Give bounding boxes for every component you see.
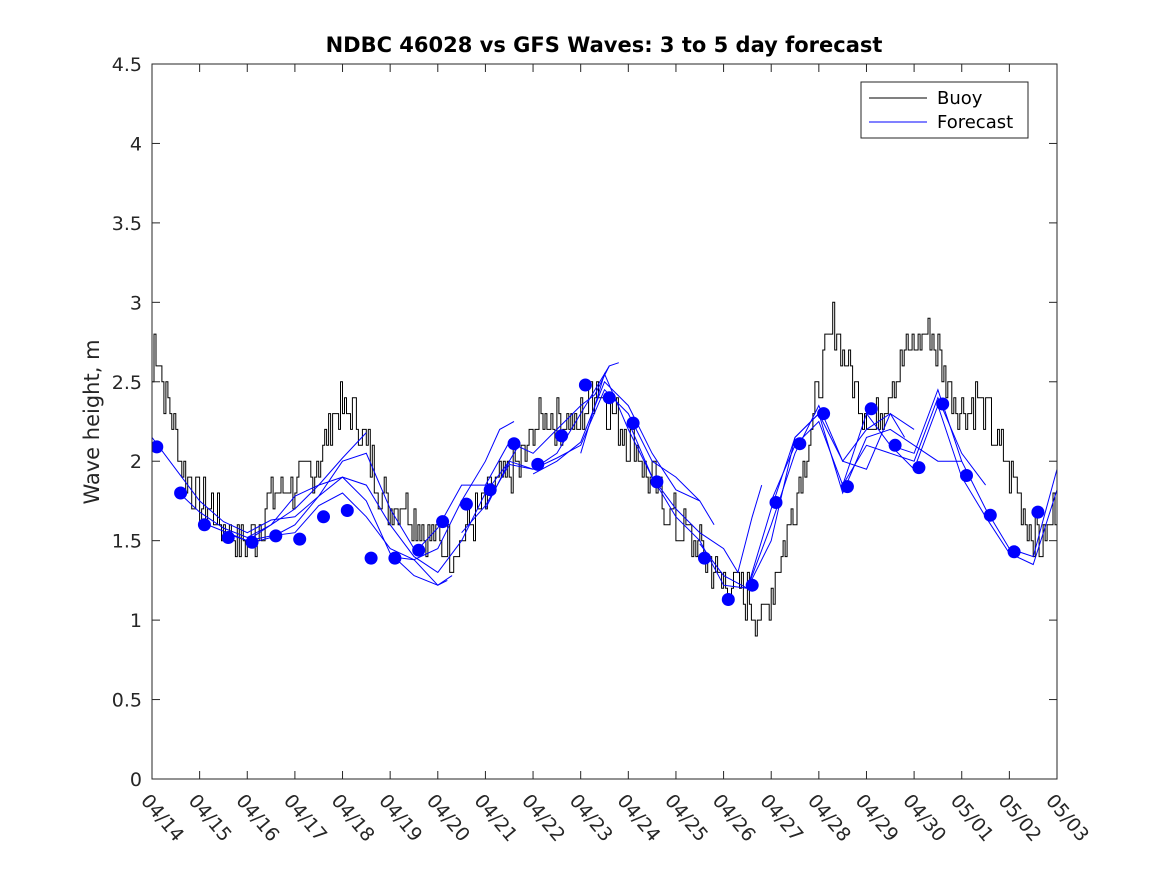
legend-box [860, 81, 1029, 139]
forecast-marker [174, 486, 188, 500]
chart-title: NDBC 46028 vs GFS Waves: 3 to 5 day fore… [326, 33, 883, 57]
x-tick-label: 05/01 [946, 790, 998, 846]
x-tick-label: 04/20 [422, 790, 474, 846]
legend: Buoy Forecast [860, 81, 1029, 139]
legend-buoy-label: Buoy [937, 88, 983, 109]
y-axis: 0 0.5 1 1.5 2 2.5 3 3.5 4 4.5 [112, 54, 1057, 791]
forecast-marker [412, 543, 426, 557]
forecast-marker [745, 578, 759, 592]
forecast-series-line-12 [699, 404, 915, 590]
y-axis-label: Wave height, m [80, 339, 104, 504]
forecast-series-line-15 [842, 388, 1057, 558]
forecast-series-line-0 [152, 437, 415, 549]
x-tick-label: 04/19 [374, 790, 426, 846]
forecast-marker [269, 529, 283, 543]
forecast-marker [960, 469, 973, 482]
forecast-marker [364, 551, 378, 565]
forecast-marker [864, 402, 878, 416]
x-tick-label: 05/03 [1041, 790, 1093, 846]
x-tick-label: 04/26 [708, 790, 760, 846]
x-tick-label: 04/17 [279, 790, 331, 846]
forecast-marker [793, 437, 807, 451]
y-tick-label: 0.5 [112, 690, 142, 712]
forecast-marker [340, 504, 354, 517]
x-tick-label: 04/25 [660, 790, 712, 846]
y-tick-label: 3.5 [112, 213, 142, 235]
x-tick-label: 04/14 [136, 790, 188, 846]
forecast-marker [983, 508, 997, 522]
x-tick-label: 04/24 [612, 790, 664, 846]
x-tick-label: 04/21 [470, 790, 522, 846]
forecast-marker [817, 407, 831, 421]
x-tick-label: 04/28 [803, 790, 855, 846]
forecast-marker [912, 461, 926, 475]
y-tick-label: 2.5 [112, 372, 142, 394]
forecast-marker [936, 397, 950, 411]
forecast-marker [436, 515, 450, 529]
forecast-series-line-10 [580, 372, 763, 574]
y-tick-label: 4 [130, 133, 142, 155]
forecast-series-line-6 [413, 365, 610, 554]
forecast-marker [1031, 505, 1045, 519]
y-tick-label: 0 [130, 769, 142, 791]
forecast-marker [578, 378, 592, 392]
x-tick-label: 04/15 [184, 790, 236, 846]
y-tick-label: 3 [130, 292, 142, 314]
buoy-series-line [152, 301, 1057, 637]
forecast-marker [152, 440, 164, 454]
forecast-markers [152, 378, 1045, 606]
forecast-marker [483, 483, 497, 497]
forecast-series-line-11 [627, 412, 906, 589]
forecast-marker [840, 480, 854, 494]
x-tick-label: 04/30 [898, 790, 950, 846]
legend-forecast-label: Forecast [937, 112, 1013, 133]
y-tick-label: 2 [130, 451, 142, 473]
x-tick-label: 04/22 [517, 790, 569, 846]
x-tick-label: 04/23 [565, 790, 617, 846]
forecast-marker [317, 510, 330, 524]
x-tick-label: 04/29 [851, 790, 903, 846]
forecast-marker [507, 437, 521, 451]
x-tick-label: 04/16 [231, 790, 283, 846]
forecast-marker [555, 429, 569, 443]
forecast-series-line-16 [889, 404, 1057, 566]
x-tick-label: 05/02 [994, 790, 1046, 846]
forecast-marker [245, 535, 259, 549]
plot-area [152, 301, 1057, 637]
x-tick-label: 04/27 [755, 790, 807, 846]
forecast-series-line-8 [484, 388, 701, 510]
forecast-marker [769, 496, 783, 509]
forecast-marker [1007, 545, 1021, 559]
forecast-marker [602, 391, 616, 405]
forecast-marker [459, 497, 473, 511]
forecast-series-line-9 [532, 380, 715, 526]
forecast-marker [698, 551, 711, 565]
forecast-marker [650, 475, 664, 489]
forecast-marker [388, 551, 402, 565]
forecast-marker [626, 416, 640, 430]
x-axis: 04/1404/1504/1604/1704/1804/1904/2004/21… [136, 64, 1093, 846]
y-tick-label: 1 [130, 610, 142, 632]
x-tick-label: 04/18 [327, 790, 379, 846]
y-tick-label: 4.5 [112, 54, 142, 76]
forecast-marker [721, 593, 735, 606]
forecast-marker [888, 438, 902, 452]
forecast-marker [221, 531, 235, 544]
plot-frame [151, 63, 1058, 780]
forecast-marker [197, 518, 211, 532]
forecast-marker [293, 532, 307, 546]
forecast-marker [531, 457, 545, 471]
y-tick-label: 1.5 [112, 531, 142, 553]
